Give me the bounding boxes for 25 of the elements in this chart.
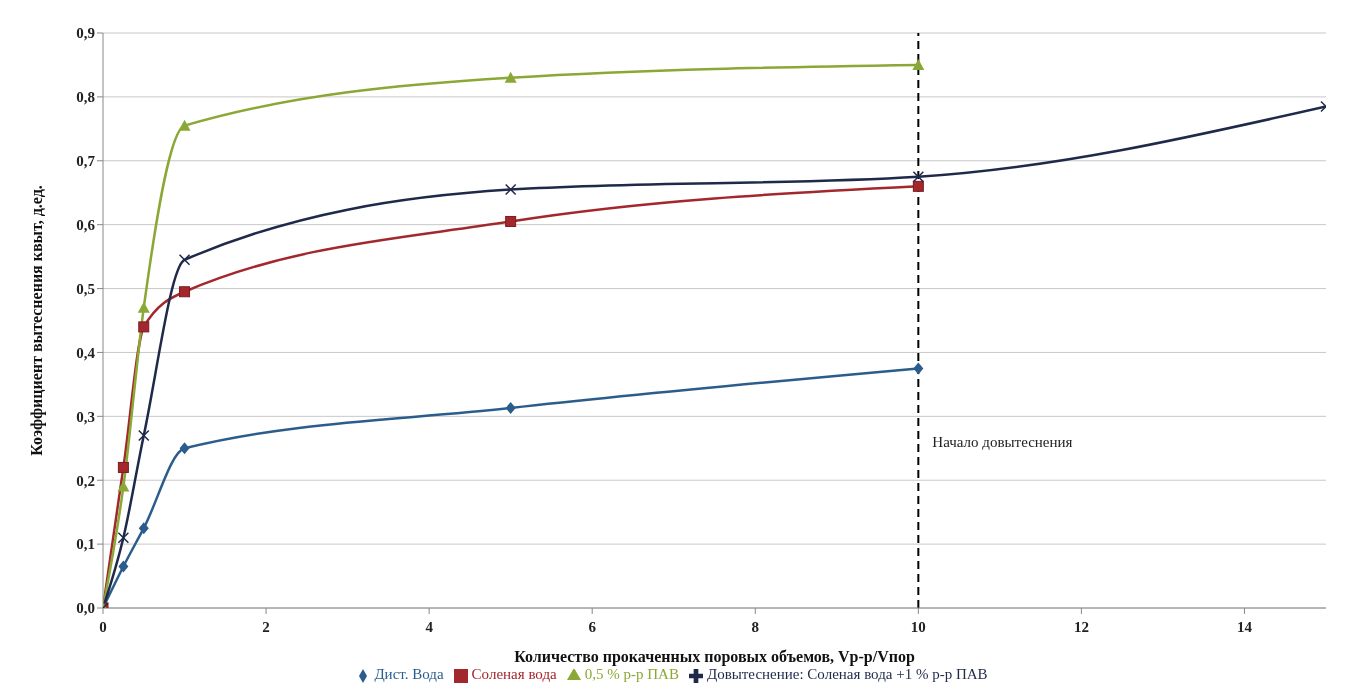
y-tick-label: 0,8 bbox=[76, 89, 95, 106]
y-tick-label: 0,6 bbox=[76, 216, 96, 233]
x-tick-label: 10 bbox=[910, 619, 926, 635]
x-tick-label: 8 bbox=[751, 619, 760, 635]
x-tick-label: 4 bbox=[425, 619, 434, 635]
x-tick-label: 12 bbox=[1073, 619, 1089, 635]
y-tick-label: 0,1 bbox=[76, 536, 95, 553]
x-tick-label: 6 bbox=[588, 619, 597, 635]
legend-label: Довытеснение: Соленая вода +1 % р-р ПАВ bbox=[706, 666, 988, 682]
y-tick-label: 0,0 bbox=[76, 600, 95, 617]
x-tick-label: 0 bbox=[99, 619, 107, 635]
y-tick-label: 0,3 bbox=[76, 408, 95, 425]
legend-label: Соленая вода bbox=[471, 666, 557, 682]
legend-label: Дист. Вода bbox=[374, 666, 444, 682]
legend-label: 0,5 % р-р ПАВ bbox=[584, 666, 679, 682]
y-tick-label: 0,4 bbox=[76, 344, 96, 361]
y-tick-label: 0,7 bbox=[76, 153, 96, 170]
ref-line-label: Начало довытеснения bbox=[932, 434, 1073, 450]
y-tick-label: 0,2 bbox=[76, 472, 95, 489]
x-tick-label: 2 bbox=[262, 619, 270, 635]
y-tick-label: 0,5 bbox=[76, 280, 95, 297]
y-tick-label: 0,9 bbox=[76, 25, 95, 42]
x-axis-title: Количество прокаченных поровых объемов, Vр-р/Vпор bbox=[514, 648, 915, 666]
y-axis-title: Коэффициент вытеснения квыт, д.ед. bbox=[27, 185, 46, 456]
x-tick-label: 14 bbox=[1236, 619, 1253, 635]
